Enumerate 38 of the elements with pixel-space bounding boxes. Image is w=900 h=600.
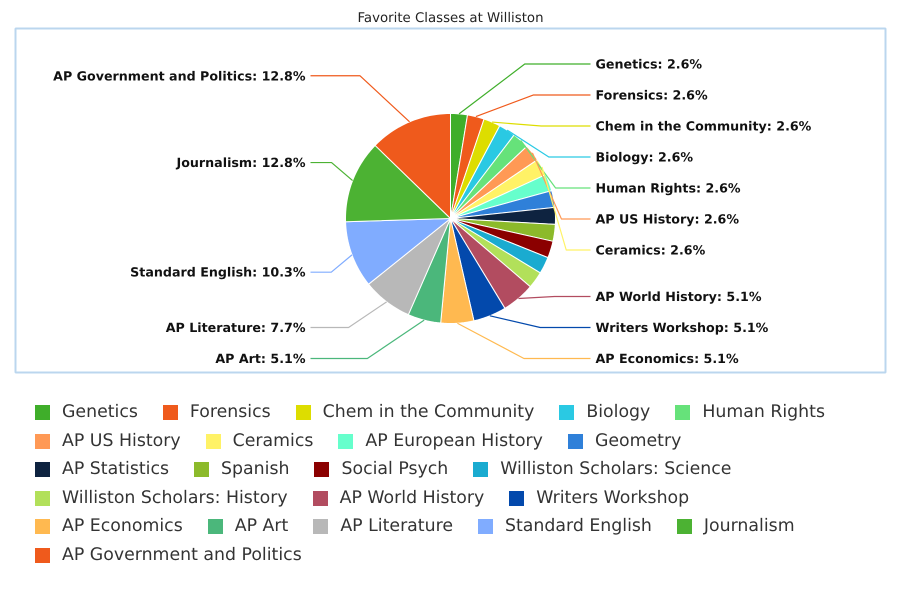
data-label: Writers Workshop: 5.1% [596,320,769,335]
legend-label: Williston Scholars: Science [500,459,732,479]
legend-label: AP US History [62,430,181,450]
legend-label: AP World History [340,488,484,508]
legend-label: Writers Workshop [536,488,690,508]
data-label: Ceramics: 2.6% [596,242,706,258]
data-label: AP Economics: 5.1% [596,351,739,366]
data-label: Genetics: 2.6% [596,56,702,72]
legend-label: Forensics [190,402,271,422]
data-label: Forensics: 2.6% [596,88,708,103]
legend-label: AP Art [234,516,288,536]
legend-label: Biology [586,402,650,422]
legend-label: Journalism [704,516,795,536]
data-label: AP Art: 5.1% [215,351,306,366]
legend-label: AP Literature [340,516,453,536]
legend-label: Standard English [505,516,652,536]
legend-label: AP Statistics [62,459,170,479]
legend-label: Spanish [221,459,290,479]
legend-label: Chem in the Community [322,402,534,422]
data-label: Standard English: 10.3% [130,264,306,280]
legend-label: Social Psych [341,459,448,479]
legend-label: Geometry [594,430,682,450]
data-label: Chem in the Community: 2.6% [596,118,812,134]
legend-label: AP European History [365,430,543,450]
legend-label: AP Economics [62,516,183,536]
data-label: AP World History: 5.1% [596,289,762,304]
legend-label: Ceramics [232,430,314,450]
data-label: AP Literature: 7.7% [166,320,306,335]
data-label: AP US History: 2.6% [596,212,740,227]
legend-label: Williston Scholars: History [62,488,288,508]
data-label: Biology: 2.6% [596,150,694,165]
chart-title: Favorite Classes at Williston [357,11,544,26]
data-label: Human Rights: 2.6% [596,180,741,196]
legend-label: AP Government and Politics [62,544,302,564]
data-label: Journalism: 12.8% [176,155,306,170]
legend-label: Human Rights [702,402,825,422]
legend-label: Genetics [62,402,138,422]
data-label: AP Government and Politics: 12.8% [53,68,306,84]
